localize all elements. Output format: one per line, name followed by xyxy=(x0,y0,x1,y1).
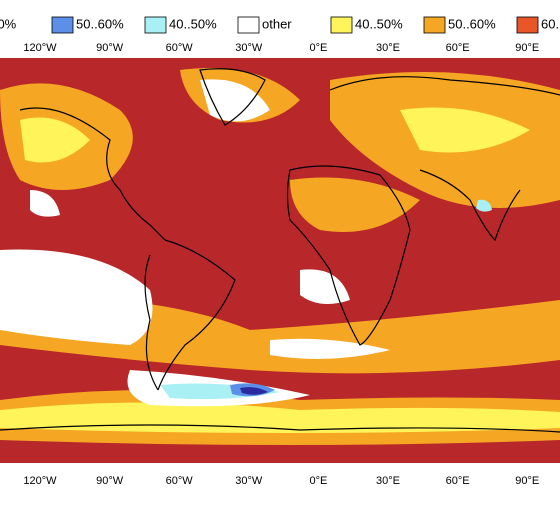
lon-label-top: 120°W xyxy=(23,42,57,54)
legend-swatch xyxy=(330,16,353,34)
legend: ..70% 50..60% 40..50% other 40..50% 50..60% 60… xyxy=(0,16,559,34)
legend-swatch xyxy=(51,16,74,34)
dark-blue-region xyxy=(240,387,268,395)
lon-label-bottom: 0°E xyxy=(309,475,327,487)
lon-label-top: 30°E xyxy=(376,42,400,54)
legend-swatch xyxy=(516,16,539,34)
yellow-regions xyxy=(0,107,560,433)
lon-label-bottom: 90°E xyxy=(515,475,539,487)
lon-label-bottom: 90°W xyxy=(96,475,124,487)
coastlines xyxy=(0,68,560,433)
lon-label-top: 60°W xyxy=(166,42,194,54)
legend-label: 40..50% xyxy=(355,16,403,31)
lon-label-bottom: 30°W xyxy=(235,475,263,487)
lon-label-top: 0°E xyxy=(309,42,327,54)
legend-label: 50..60% xyxy=(448,16,496,31)
lon-label-bottom: 120°W xyxy=(23,475,57,487)
lon-label-bottom: 60°E xyxy=(446,475,470,487)
legend-swatch xyxy=(423,16,446,34)
legend-label: 40..50% xyxy=(169,16,217,31)
legend-label: ..70% xyxy=(0,16,17,31)
legend-swatch xyxy=(144,16,167,34)
lon-label-bottom: 60°W xyxy=(166,475,194,487)
map xyxy=(0,58,560,463)
lon-label-top: 90°W xyxy=(96,42,124,54)
lon-label-top: 90°E xyxy=(515,42,539,54)
lon-label-top: 30°W xyxy=(235,42,263,54)
legend-label: 50..60% xyxy=(76,16,124,31)
lon-label-top: 60°E xyxy=(446,42,470,54)
lon-label-bottom: 30°E xyxy=(376,475,400,487)
axes: 120°W 90°W 60°W 30°W 0°E 30°E 60°E 90°E 120°W 90°… xyxy=(23,42,539,487)
legend-swatch xyxy=(237,16,260,34)
legend-label: 60. xyxy=(541,16,559,31)
legend-label: other xyxy=(262,16,292,31)
